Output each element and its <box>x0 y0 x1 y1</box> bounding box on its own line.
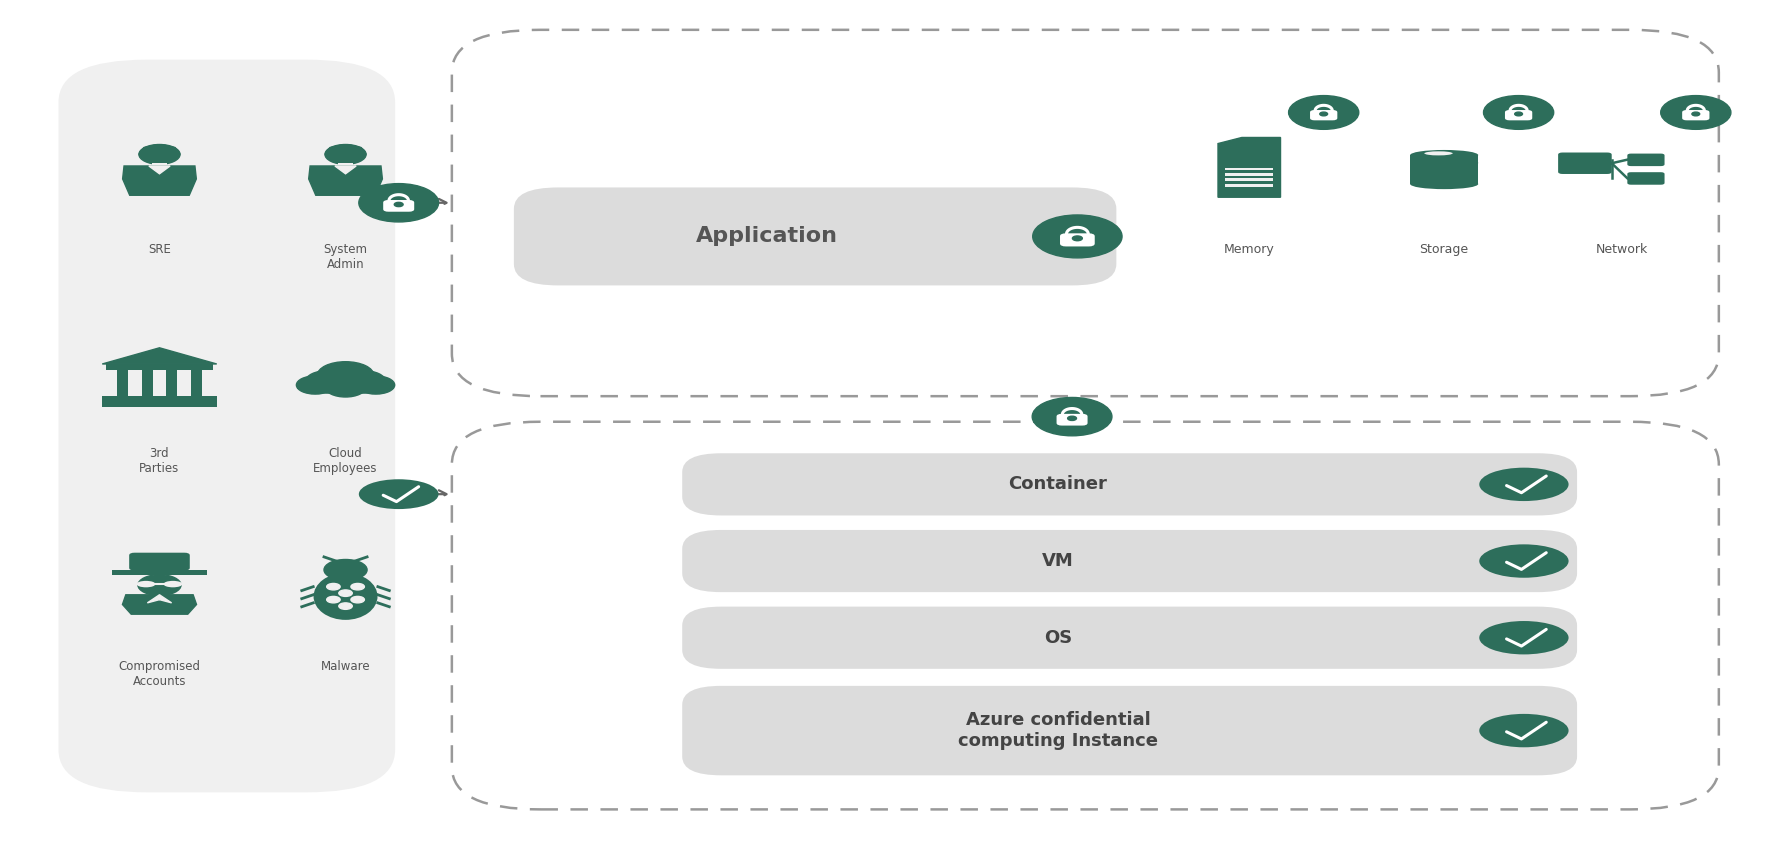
FancyBboxPatch shape <box>1558 153 1613 174</box>
FancyBboxPatch shape <box>1060 233 1095 246</box>
FancyBboxPatch shape <box>129 553 190 571</box>
Text: Network: Network <box>1595 243 1648 256</box>
FancyBboxPatch shape <box>1682 110 1710 120</box>
Ellipse shape <box>163 581 183 587</box>
Ellipse shape <box>314 573 377 620</box>
Polygon shape <box>1217 137 1281 197</box>
Polygon shape <box>122 595 197 614</box>
Ellipse shape <box>358 479 438 509</box>
Circle shape <box>326 377 365 397</box>
FancyBboxPatch shape <box>103 396 216 402</box>
Polygon shape <box>335 166 356 174</box>
Circle shape <box>324 560 367 580</box>
FancyBboxPatch shape <box>1226 168 1272 170</box>
Circle shape <box>1320 112 1327 116</box>
Circle shape <box>324 145 367 164</box>
FancyBboxPatch shape <box>1310 110 1338 120</box>
FancyBboxPatch shape <box>1226 178 1272 181</box>
Ellipse shape <box>1480 468 1568 501</box>
Circle shape <box>338 590 353 596</box>
Circle shape <box>326 584 340 590</box>
Circle shape <box>1033 215 1122 258</box>
FancyBboxPatch shape <box>103 402 216 406</box>
Circle shape <box>351 584 365 590</box>
Polygon shape <box>159 595 172 603</box>
Circle shape <box>1072 236 1083 241</box>
Circle shape <box>1660 95 1731 130</box>
FancyBboxPatch shape <box>1627 153 1664 166</box>
Text: VM: VM <box>1042 552 1074 570</box>
Polygon shape <box>138 145 181 160</box>
Text: System
Admin: System Admin <box>324 243 367 271</box>
Text: SRE: SRE <box>149 243 170 256</box>
FancyBboxPatch shape <box>58 60 395 792</box>
Text: Compromised
Accounts: Compromised Accounts <box>119 660 200 688</box>
Text: Malware: Malware <box>321 660 370 673</box>
Ellipse shape <box>1411 179 1478 189</box>
Circle shape <box>393 202 402 207</box>
Circle shape <box>1515 112 1522 116</box>
FancyBboxPatch shape <box>1504 110 1533 120</box>
Polygon shape <box>147 595 159 603</box>
FancyBboxPatch shape <box>142 370 152 398</box>
Polygon shape <box>149 166 170 174</box>
Circle shape <box>1483 95 1554 130</box>
Ellipse shape <box>1411 158 1478 168</box>
FancyBboxPatch shape <box>167 370 177 398</box>
Circle shape <box>138 145 181 164</box>
Polygon shape <box>324 145 367 160</box>
Circle shape <box>1031 397 1111 436</box>
FancyBboxPatch shape <box>682 453 1577 515</box>
Circle shape <box>138 575 181 596</box>
FancyBboxPatch shape <box>1226 184 1272 187</box>
Circle shape <box>351 596 365 603</box>
Text: Azure confidential
computing Instance: Azure confidential computing Instance <box>959 711 1159 750</box>
Text: Container: Container <box>1008 475 1108 493</box>
Text: Cloud
Employees: Cloud Employees <box>314 447 377 475</box>
FancyBboxPatch shape <box>682 607 1577 669</box>
Polygon shape <box>122 166 197 195</box>
Circle shape <box>356 376 395 394</box>
FancyBboxPatch shape <box>106 364 213 370</box>
Ellipse shape <box>1480 544 1568 578</box>
Circle shape <box>296 376 335 394</box>
FancyBboxPatch shape <box>1056 414 1088 425</box>
Ellipse shape <box>136 581 156 587</box>
FancyBboxPatch shape <box>117 370 128 398</box>
Circle shape <box>1288 95 1359 130</box>
Text: Application: Application <box>696 227 838 246</box>
Circle shape <box>1067 416 1076 420</box>
FancyBboxPatch shape <box>298 383 393 389</box>
Circle shape <box>358 184 438 222</box>
Text: 3rd
Parties: 3rd Parties <box>140 447 179 475</box>
FancyBboxPatch shape <box>112 571 207 575</box>
Circle shape <box>338 603 353 609</box>
Circle shape <box>326 596 340 603</box>
FancyBboxPatch shape <box>1411 155 1478 184</box>
Ellipse shape <box>1425 152 1453 155</box>
FancyBboxPatch shape <box>383 200 415 211</box>
Circle shape <box>305 371 353 393</box>
Polygon shape <box>103 348 216 364</box>
Ellipse shape <box>1480 714 1568 747</box>
Text: OS: OS <box>1044 629 1072 647</box>
Circle shape <box>1692 112 1699 116</box>
Text: Memory: Memory <box>1224 243 1274 256</box>
FancyBboxPatch shape <box>682 530 1577 592</box>
FancyBboxPatch shape <box>1627 172 1664 185</box>
Polygon shape <box>308 166 383 195</box>
Circle shape <box>317 362 374 389</box>
FancyBboxPatch shape <box>1226 173 1272 176</box>
Text: Storage: Storage <box>1419 243 1469 256</box>
Ellipse shape <box>1411 150 1478 160</box>
Circle shape <box>338 371 386 393</box>
Ellipse shape <box>1480 621 1568 654</box>
FancyBboxPatch shape <box>514 187 1116 285</box>
FancyBboxPatch shape <box>682 686 1577 775</box>
FancyBboxPatch shape <box>191 370 202 398</box>
